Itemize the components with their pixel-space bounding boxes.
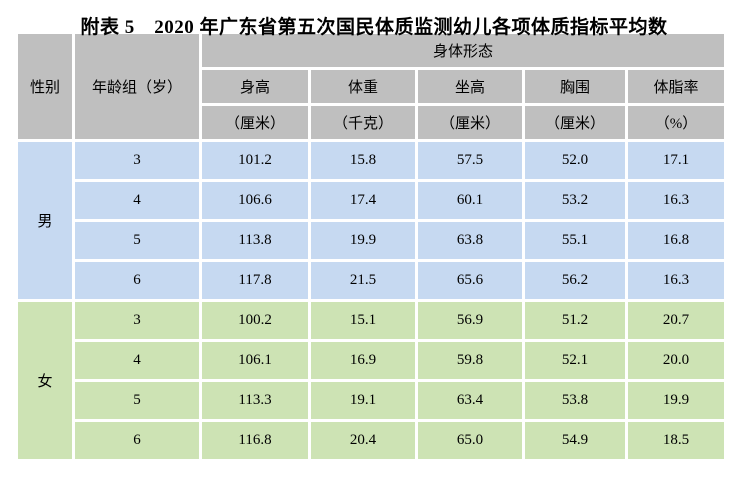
age-cell: 3 xyxy=(75,142,199,179)
value-cell: 20.0 xyxy=(628,342,725,379)
value-cell: 19.9 xyxy=(628,382,725,419)
value-cell: 17.4 xyxy=(311,182,415,219)
value-cell: 56.9 xyxy=(418,302,522,339)
table-row: 5 113.3 19.1 63.4 53.8 19.9 xyxy=(18,382,725,419)
value-cell: 19.9 xyxy=(311,222,415,259)
value-cell: 16.3 xyxy=(628,262,725,299)
table-row: 6 117.8 21.5 65.6 56.2 16.3 xyxy=(18,262,725,299)
value-cell: 65.0 xyxy=(418,422,522,459)
header-row-group: 性别 年龄组（岁） 身体形态 xyxy=(18,34,725,139)
body-measurements-table: 性别 年龄组（岁） 身体形态 身高 体重 坐高 胸围 体脂率 （厘米） （千克）… xyxy=(15,31,727,462)
value-cell: 53.8 xyxy=(525,382,625,419)
value-cell: 21.5 xyxy=(311,262,415,299)
unit-weight: （千克） xyxy=(311,106,415,139)
value-cell: 55.1 xyxy=(525,222,625,259)
value-cell: 52.0 xyxy=(525,142,625,179)
header-age-group: 年龄组（岁） xyxy=(75,34,199,139)
table-row: 6 116.8 20.4 65.0 54.9 18.5 xyxy=(18,422,725,459)
value-cell: 57.5 xyxy=(418,142,522,179)
value-cell: 53.2 xyxy=(525,182,625,219)
header-row-measures: 身高 体重 坐高 胸围 体脂率 xyxy=(18,70,725,103)
table-title: 附表 5 2020 年广东省第五次国民体质监测幼儿各项体质指标平均数 xyxy=(80,17,668,38)
value-cell: 52.1 xyxy=(525,342,625,379)
gender-male-cell: 男 xyxy=(18,142,72,299)
value-cell: 59.8 xyxy=(418,342,522,379)
age-cell: 6 xyxy=(75,262,199,299)
unit-height: （厘米） xyxy=(202,106,308,139)
value-cell: 106.1 xyxy=(202,342,308,379)
header-height: 身高 xyxy=(202,70,308,103)
value-cell: 56.2 xyxy=(525,262,625,299)
value-cell: 15.1 xyxy=(311,302,415,339)
unit-body-fat: （%） xyxy=(628,106,725,139)
value-cell: 113.3 xyxy=(202,382,308,419)
value-cell: 63.8 xyxy=(418,222,522,259)
age-cell: 5 xyxy=(75,382,199,419)
header-chest: 胸围 xyxy=(525,70,625,103)
value-cell: 16.9 xyxy=(311,342,415,379)
header-body-shape-group: 身体形态 xyxy=(202,34,725,67)
value-cell: 15.8 xyxy=(311,142,415,179)
table-row: 5 113.8 19.9 63.8 55.1 16.8 xyxy=(18,222,725,259)
age-cell: 4 xyxy=(75,342,199,379)
value-cell: 113.8 xyxy=(202,222,308,259)
age-cell: 5 xyxy=(75,222,199,259)
header-row-units: （厘米） （千克） （厘米） （厘米） （%） xyxy=(18,106,725,139)
value-cell: 116.8 xyxy=(202,422,308,459)
value-cell: 16.3 xyxy=(628,182,725,219)
table-row: 4 106.6 17.4 60.1 53.2 16.3 xyxy=(18,182,725,219)
value-cell: 19.1 xyxy=(311,382,415,419)
value-cell: 54.9 xyxy=(525,422,625,459)
unit-sitting-height: （厘米） xyxy=(418,106,522,139)
value-cell: 20.7 xyxy=(628,302,725,339)
value-cell: 16.8 xyxy=(628,222,725,259)
value-cell: 101.2 xyxy=(202,142,308,179)
table-row: 女 3 100.2 15.1 56.9 51.2 20.7 xyxy=(18,302,725,459)
value-cell: 51.2 xyxy=(525,302,625,339)
value-cell: 17.1 xyxy=(628,142,725,179)
value-cell: 106.6 xyxy=(202,182,308,219)
value-cell: 65.6 xyxy=(418,262,522,299)
value-cell: 60.1 xyxy=(418,182,522,219)
table-row: 4 106.1 16.9 59.8 52.1 20.0 xyxy=(18,342,725,379)
header-body-fat: 体脂率 xyxy=(628,70,725,103)
header-weight: 体重 xyxy=(311,70,415,103)
age-cell: 6 xyxy=(75,422,199,459)
value-cell: 63.4 xyxy=(418,382,522,419)
age-cell: 4 xyxy=(75,182,199,219)
value-cell: 18.5 xyxy=(628,422,725,459)
value-cell: 20.4 xyxy=(311,422,415,459)
header-sitting-height: 坐高 xyxy=(418,70,522,103)
value-cell: 100.2 xyxy=(202,302,308,339)
unit-chest: （厘米） xyxy=(525,106,625,139)
age-cell: 3 xyxy=(75,302,199,339)
gender-female-cell: 女 xyxy=(18,302,72,459)
value-cell: 117.8 xyxy=(202,262,308,299)
header-gender: 性别 xyxy=(18,34,72,139)
table-row: 男 3 101.2 15.8 57.5 52.0 17.1 xyxy=(18,142,725,299)
